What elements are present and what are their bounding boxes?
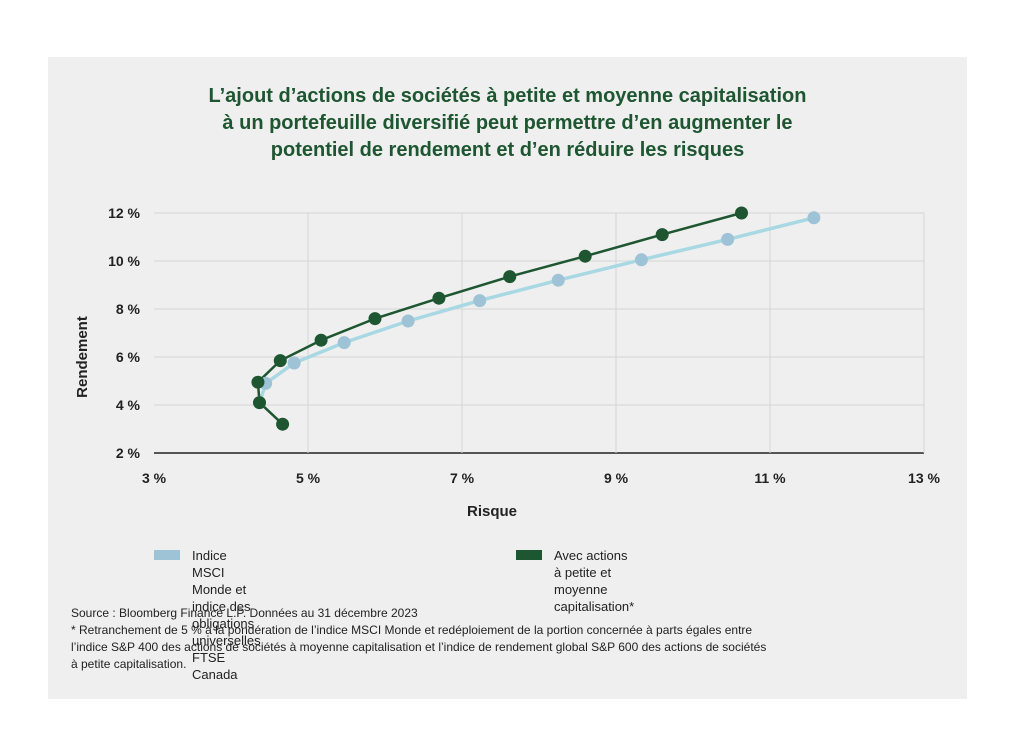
data-point-small-mid-cap <box>276 417 290 431</box>
data-point-small-mid-cap <box>273 354 287 368</box>
data-point-msci <box>551 273 565 287</box>
footnote-line-2: l’indice S&P 400 des actions de sociétés… <box>71 640 767 654</box>
x-tick-label: 11 % <box>754 470 786 486</box>
x-tick-label: 3 % <box>142 470 167 486</box>
footnote-line-1: * Retranchement de 5 % à la pondération … <box>71 623 753 637</box>
title-line-3: potentiel de rendement et d’en réduire l… <box>270 139 745 161</box>
data-point-small-mid-cap <box>251 375 265 389</box>
footnotes: Source : Bloomberg Finance L.P. Données … <box>71 605 951 673</box>
x-tick-label: 7 % <box>450 470 475 486</box>
y-axis-label: Rendement <box>74 316 91 398</box>
data-point-small-mid-cap <box>368 312 382 326</box>
source-note: Source : Bloomberg Finance L.P. Données … <box>71 606 418 620</box>
x-tick-label: 13 % <box>908 470 940 486</box>
legend-swatch-dark <box>516 550 542 560</box>
chart-title: L’ajout d’actions de sociétés à petite e… <box>48 83 967 164</box>
data-point-msci <box>721 232 735 246</box>
data-point-small-mid-cap <box>314 333 328 347</box>
legend-label-smallmid-line1: Avec actions à petite et moyenne <box>554 548 628 597</box>
data-point-small-mid-cap <box>252 396 266 410</box>
data-point-msci <box>337 336 351 350</box>
footnote-line-3: à petite capitalisation. <box>71 657 187 671</box>
data-point-msci <box>634 253 648 267</box>
data-point-small-mid-cap <box>432 291 446 305</box>
data-point-small-mid-cap <box>503 270 517 284</box>
y-tick-label: 8 % <box>116 301 141 317</box>
series-line-small-mid-cap <box>256 211 742 426</box>
y-tick-label: 10 % <box>108 253 140 269</box>
y-tick-label: 4 % <box>116 397 141 413</box>
chart-panel: L’ajout d’actions de sociétés à petite e… <box>48 57 967 699</box>
title-line-2: à un portefeuille diversifié peut permet… <box>222 112 793 134</box>
x-tick-label: 5 % <box>296 470 321 486</box>
data-point-msci <box>807 211 821 225</box>
data-point-small-mid-cap <box>655 228 669 242</box>
data-point-msci <box>473 294 487 308</box>
x-tick-label: 9 % <box>604 470 629 486</box>
legend-swatch-light <box>154 550 180 560</box>
legend-label-msci-line2: universelles FTSE Canada <box>192 633 261 682</box>
series-layer <box>251 206 821 431</box>
x-axis-label: Risque <box>467 503 517 520</box>
series-line-msci <box>257 216 815 404</box>
data-point-small-mid-cap <box>735 206 749 220</box>
data-point-small-mid-cap <box>578 249 592 263</box>
data-point-msci <box>401 314 415 328</box>
legend-label-smallmid-line2: capitalisation* <box>554 599 635 614</box>
data-point-msci <box>287 356 301 370</box>
grid-lines <box>154 212 925 454</box>
title-line-1: L’ajout d’actions de sociétés à petite e… <box>208 85 807 107</box>
legend-label-msci-line1: Indice MSCI Monde et indice des obligati… <box>192 548 255 631</box>
tick-labels: 2 % 4 % 6 % 8 % 10 % 12 % 3 % 5 % 7 % 9 % 11 % 13 % <box>108 205 940 486</box>
y-tick-label: 12 % <box>108 205 140 221</box>
y-tick-label: 6 % <box>116 349 141 365</box>
y-tick-label: 2 % <box>116 445 141 461</box>
risk-return-chart: 2 % 4 % 6 % 8 % 10 % 12 % 3 % 5 % 7 % 9 % 11 % 13 %… <box>74 205 941 520</box>
